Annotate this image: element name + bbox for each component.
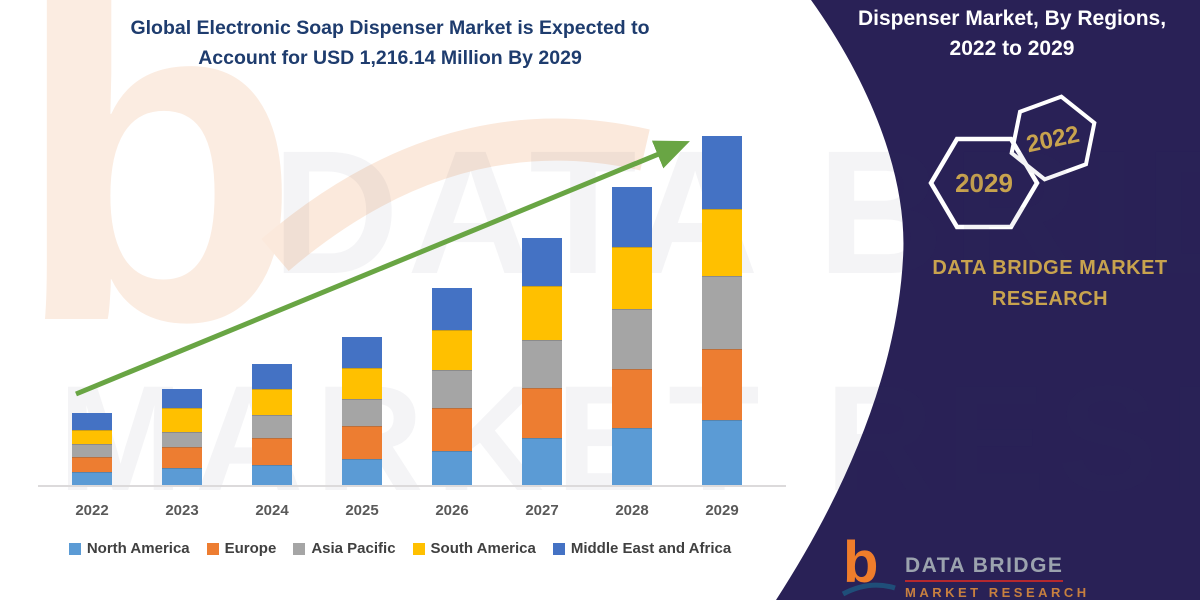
segment-asia-pacific bbox=[162, 431, 202, 447]
chart-title-line1: Global Electronic Soap Dispenser Market … bbox=[130, 17, 650, 39]
x-axis-line bbox=[38, 485, 786, 487]
x-axis-label-2026: 2026 bbox=[435, 502, 469, 519]
legend-item-south-america: South America bbox=[412, 540, 536, 557]
legend-swatch-icon bbox=[552, 542, 565, 555]
segment-europe bbox=[252, 437, 292, 465]
logo-b-icon: b bbox=[843, 530, 879, 595]
segment-south-america bbox=[162, 408, 202, 432]
legend-label: Asia Pacific bbox=[311, 540, 396, 557]
logo-swoosh-icon bbox=[841, 582, 896, 597]
logo-mark: b bbox=[841, 534, 896, 600]
segment-north-america bbox=[432, 450, 472, 486]
legend-swatch-icon bbox=[412, 542, 425, 555]
panel-heading-line2: 2022 to 2029 bbox=[949, 37, 1075, 60]
segment-europe bbox=[72, 456, 112, 472]
segment-europe bbox=[522, 387, 562, 438]
segment-asia-pacific bbox=[72, 444, 112, 457]
legend-item-middle-east-and-africa: Middle East and Africa bbox=[552, 540, 732, 557]
segment-middle-east-and-africa bbox=[612, 187, 652, 248]
segment-north-america bbox=[612, 427, 652, 486]
segment-north-america bbox=[72, 471, 112, 486]
segment-europe bbox=[162, 446, 202, 468]
legend-label: Middle East and Africa bbox=[570, 540, 732, 557]
x-axis-label-2022: 2022 bbox=[75, 502, 109, 519]
chart-legend: North America Europe Asia Pacific South Ame… bbox=[25, 540, 775, 557]
stacked-bar-2027 bbox=[522, 238, 562, 486]
hexagon-2022 bbox=[1009, 94, 1097, 182]
segment-south-america bbox=[702, 208, 742, 276]
x-axis-label-2028: 2028 bbox=[615, 502, 649, 519]
stacked-bar-2026 bbox=[432, 287, 472, 486]
hexagon-2029 bbox=[928, 136, 1040, 230]
segment-north-america bbox=[702, 419, 742, 486]
segment-middle-east-and-africa bbox=[432, 287, 472, 330]
chart-title-line2: Account for USD 1,216.14 Million By 2029 bbox=[198, 47, 582, 69]
segment-north-america bbox=[342, 459, 382, 486]
x-axis-label-2029: 2029 bbox=[705, 502, 739, 519]
segment-middle-east-and-africa bbox=[702, 135, 742, 209]
stacked-bar-2022 bbox=[72, 413, 112, 486]
segment-asia-pacific bbox=[432, 369, 472, 408]
stacked-bar-2028 bbox=[612, 187, 652, 486]
panel-heading: Global Electronic Soap Dispenser Market,… bbox=[852, 0, 1172, 64]
segment-middle-east-and-africa bbox=[342, 337, 382, 369]
legend-item-europe: Europe bbox=[206, 540, 277, 557]
stacked-bar-2023 bbox=[162, 389, 202, 486]
legend-item-asia-pacific: Asia Pacific bbox=[293, 540, 396, 557]
legend-swatch-icon bbox=[293, 542, 306, 555]
segment-north-america bbox=[162, 467, 202, 486]
stacked-bar-2025 bbox=[342, 337, 382, 486]
side-panel-shape bbox=[776, 0, 1200, 600]
segment-asia-pacific bbox=[522, 339, 562, 388]
segment-asia-pacific bbox=[252, 415, 292, 438]
hexagon-2029-label: 2029 bbox=[955, 168, 1013, 198]
segment-asia-pacific bbox=[702, 275, 742, 349]
legend-label: Europe bbox=[224, 540, 277, 557]
logo-name: DATA BRIDGE bbox=[905, 554, 1064, 577]
legend-label: South America bbox=[430, 540, 536, 557]
segment-europe bbox=[702, 348, 742, 420]
segment-south-america bbox=[432, 329, 472, 370]
segment-middle-east-and-africa bbox=[522, 238, 562, 286]
segment-south-america bbox=[342, 368, 382, 399]
stacked-bar-2029 bbox=[702, 135, 742, 486]
chart-title: Global Electronic Soap Dispenser Market … bbox=[70, 13, 710, 73]
segment-middle-east-and-africa bbox=[252, 363, 292, 389]
logo-subtitle: MARKET RESEARCH bbox=[905, 585, 1090, 600]
segment-north-america bbox=[522, 437, 562, 486]
segment-europe bbox=[432, 407, 472, 451]
panel-brand: DATA BRIDGE MARKET RESEARCH bbox=[900, 253, 1200, 315]
legend-swatch-icon bbox=[68, 542, 81, 555]
x-axis-label-2025: 2025 bbox=[345, 502, 379, 519]
segment-south-america bbox=[612, 247, 652, 309]
legend-swatch-icon bbox=[206, 542, 219, 555]
legend-label: North America bbox=[86, 540, 190, 557]
legend-item-north-america: North America bbox=[68, 540, 190, 557]
logo-red-rule bbox=[905, 580, 1063, 582]
company-logo: b DATA BRIDGE MARKET RESEARCH bbox=[841, 534, 1090, 600]
x-axis-label-2027: 2027 bbox=[525, 502, 559, 519]
segment-asia-pacific bbox=[342, 398, 382, 426]
segment-south-america bbox=[72, 429, 112, 445]
x-axis-label-2024: 2024 bbox=[255, 502, 289, 519]
panel-brand-line2: RESEARCH bbox=[991, 288, 1109, 310]
segment-south-america bbox=[252, 388, 292, 416]
segment-south-america bbox=[522, 285, 562, 340]
segment-asia-pacific bbox=[612, 308, 652, 369]
panel-brand-line1: DATA BRIDGE MARKET bbox=[932, 257, 1168, 279]
segment-middle-east-and-africa bbox=[72, 413, 112, 430]
segment-north-america bbox=[252, 464, 292, 486]
panel-heading-line1: Dispenser Market, By Regions, bbox=[857, 7, 1167, 30]
logo-text-block: DATA BRIDGE MARKET RESEARCH bbox=[895, 546, 1090, 600]
stacked-bar-2024 bbox=[252, 363, 292, 486]
segment-europe bbox=[612, 368, 652, 428]
segment-europe bbox=[342, 425, 382, 460]
x-axis-label-2023: 2023 bbox=[165, 502, 199, 519]
segment-middle-east-and-africa bbox=[162, 389, 202, 409]
